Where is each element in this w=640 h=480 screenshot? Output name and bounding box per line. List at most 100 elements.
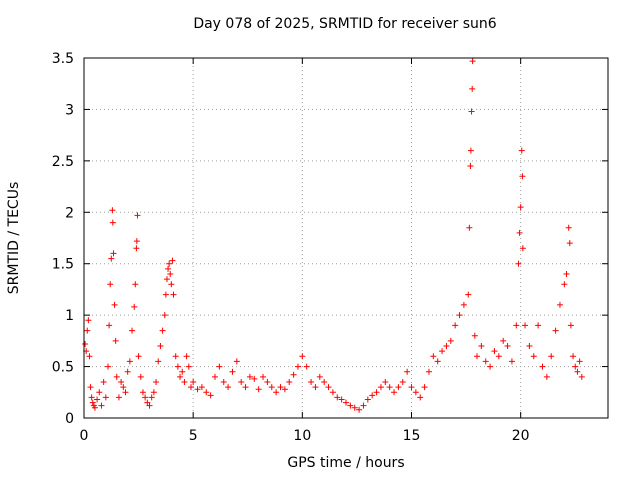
data-point <box>134 212 141 219</box>
data-point <box>85 317 92 324</box>
data-point <box>120 384 127 391</box>
data-point <box>87 384 94 391</box>
data-point <box>417 394 424 401</box>
data-point <box>91 404 98 411</box>
data-point <box>360 402 367 409</box>
data-point <box>530 353 537 360</box>
data-point <box>469 58 476 65</box>
data-point <box>395 384 402 391</box>
data-point <box>561 281 568 288</box>
data-point <box>118 379 125 385</box>
data-point <box>165 265 172 272</box>
data-point <box>334 394 341 401</box>
data-point <box>351 404 358 411</box>
data-point <box>513 322 520 329</box>
data-point <box>487 363 494 370</box>
data-point <box>567 322 574 329</box>
data-point <box>187 384 194 391</box>
data-point <box>421 384 428 391</box>
x-tick-label: 0 <box>80 428 89 444</box>
data-point <box>578 373 585 380</box>
data-point <box>434 358 441 365</box>
data-point <box>166 260 173 267</box>
data-point <box>356 406 363 413</box>
data-point <box>386 384 393 391</box>
data-point <box>106 322 113 329</box>
data-point <box>316 373 323 380</box>
data-point <box>491 348 498 355</box>
data-point <box>471 332 478 339</box>
data-point <box>233 358 240 365</box>
data-point <box>159 327 166 334</box>
data-point <box>238 379 245 385</box>
x-tick-label: 10 <box>293 428 311 444</box>
data-point <box>576 358 583 365</box>
data-point <box>425 368 432 375</box>
data-point <box>364 396 371 403</box>
data-point <box>273 389 280 396</box>
data-point <box>132 281 139 288</box>
data-point <box>408 384 415 391</box>
data-point <box>369 392 376 399</box>
data-point <box>146 402 153 409</box>
data-point <box>82 340 89 347</box>
data-point <box>482 358 489 365</box>
plot-frame <box>83 57 609 419</box>
y-tick-label: 2 <box>65 205 74 221</box>
data-point <box>179 368 186 375</box>
data-point <box>299 353 306 360</box>
data-point <box>203 389 210 396</box>
data-point <box>107 281 114 288</box>
data-point <box>539 363 546 370</box>
data-point <box>260 373 267 380</box>
data-point <box>242 384 249 391</box>
data-point <box>162 291 169 298</box>
data-point <box>522 322 529 329</box>
data-point <box>460 301 467 308</box>
data-point <box>220 379 227 385</box>
data-point <box>169 257 176 264</box>
data-point <box>183 353 190 360</box>
data-point <box>519 245 526 252</box>
data-point <box>216 363 223 370</box>
data-point <box>255 386 262 393</box>
data-point <box>98 402 105 409</box>
data-point <box>109 207 116 214</box>
data-point <box>399 379 406 385</box>
data-point <box>377 384 384 391</box>
data-point <box>225 384 232 391</box>
data-point <box>508 358 515 365</box>
data-point <box>109 219 116 226</box>
data-point <box>277 384 284 391</box>
data-point <box>185 363 192 370</box>
data-point <box>94 396 101 403</box>
data-point <box>325 384 332 391</box>
data-point <box>113 373 120 380</box>
data-point <box>124 368 131 375</box>
data-point <box>321 379 328 385</box>
data-point <box>102 394 109 401</box>
data-point <box>161 312 168 319</box>
data-point <box>96 389 103 396</box>
data-point <box>150 389 157 396</box>
data-point <box>144 399 151 406</box>
data-point <box>126 358 133 365</box>
data-point <box>430 353 437 360</box>
data-point <box>100 379 107 385</box>
y-tick-label: 1 <box>65 308 74 324</box>
data-point <box>155 358 162 365</box>
data-point <box>452 322 459 329</box>
data-point <box>194 386 201 393</box>
data-point <box>177 373 184 380</box>
data-point <box>518 147 525 154</box>
data-point <box>548 353 555 360</box>
data-point <box>129 327 136 334</box>
data-point <box>137 373 144 380</box>
data-point <box>170 291 177 298</box>
data-point <box>89 399 96 406</box>
y-tick-label: 0.5 <box>52 360 74 376</box>
data-point <box>172 353 179 360</box>
data-point <box>338 396 345 403</box>
data-point <box>139 389 146 396</box>
